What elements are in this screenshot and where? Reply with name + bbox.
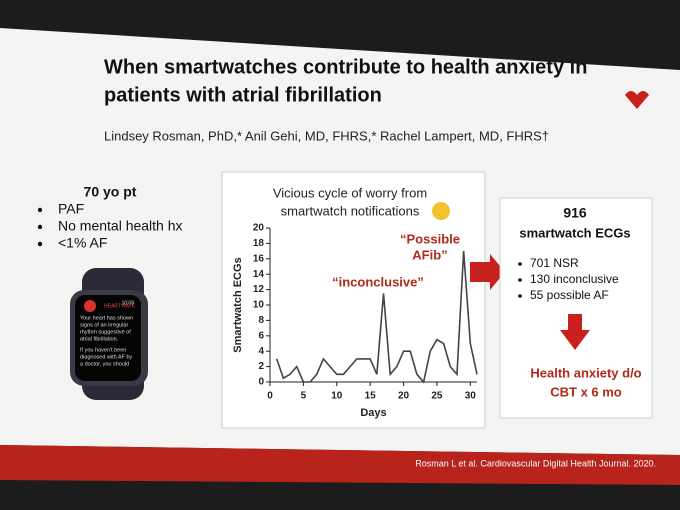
y-tick-label: 14 bbox=[253, 269, 265, 280]
title: patients with atrial fibrillation bbox=[104, 84, 382, 106]
x-tick-label: 15 bbox=[365, 391, 377, 402]
footer-band bbox=[0, 445, 680, 485]
y-tick-label: 8 bbox=[258, 315, 264, 326]
summary-bullet: 130 inconclusive bbox=[530, 272, 619, 286]
watch-text: atrial fibrillation. bbox=[80, 336, 119, 342]
x-tick-label: 10 bbox=[331, 391, 343, 402]
bullet bbox=[37, 241, 43, 247]
y-tick-label: 16 bbox=[253, 253, 265, 264]
data-line bbox=[275, 251, 478, 384]
y-tick-label: 2 bbox=[258, 361, 264, 372]
citation: Rosman L et al. Cardiovascular Digital H… bbox=[415, 458, 656, 468]
patient-bullet: PAF bbox=[58, 201, 84, 217]
annotation: “Possible bbox=[400, 231, 460, 246]
watch-text: If you haven't been bbox=[80, 347, 126, 353]
x-tick-label: 20 bbox=[398, 391, 410, 402]
authors: Lindsey Rosman, PhD,* Anil Gehi, MD, FHR… bbox=[104, 128, 549, 143]
bullet bbox=[37, 224, 43, 230]
watch-app: HEART RATE bbox=[104, 303, 136, 309]
annotation: AFib” bbox=[412, 247, 447, 262]
logo bbox=[625, 91, 649, 109]
summary-bullet: 55 possible AF bbox=[530, 288, 609, 302]
summary-count: 916 bbox=[563, 205, 587, 221]
x-tick-label: 0 bbox=[267, 391, 273, 402]
patient-heading: 70 yo pt bbox=[84, 184, 137, 200]
bullet bbox=[518, 262, 522, 266]
x-tick-label: 5 bbox=[301, 391, 307, 402]
watch-time: 10:09 bbox=[121, 300, 134, 306]
annotation: “inconclusive” bbox=[332, 274, 424, 289]
x-axis-label: Days bbox=[360, 407, 386, 419]
y-tick-label: 18 bbox=[253, 238, 265, 249]
watch-text: signs of an irregular bbox=[80, 322, 128, 328]
watch-screen bbox=[75, 295, 141, 381]
patient-bullet: <1% AF bbox=[58, 235, 107, 251]
y-axis-label: Smartwatch ECGs bbox=[232, 257, 244, 352]
heart-icon bbox=[84, 300, 96, 312]
watch-text: Your heart has shown bbox=[80, 315, 133, 321]
outcome: CBT x 6 mo bbox=[550, 384, 622, 399]
summary-bullet: 701 NSR bbox=[530, 256, 579, 270]
y-tick-label: 6 bbox=[258, 330, 264, 341]
y-tick-label: 10 bbox=[253, 300, 265, 311]
y-tick-label: 20 bbox=[253, 223, 265, 234]
title: When smartwatches contribute to health a… bbox=[104, 56, 587, 78]
bullet bbox=[37, 207, 43, 213]
watch-text: rhythm suggestive of bbox=[80, 329, 131, 335]
y-tick-label: 12 bbox=[253, 284, 265, 295]
chart-title: Vicious cycle of worry from bbox=[273, 185, 427, 200]
summary-label: smartwatch ECGs bbox=[519, 225, 630, 240]
y-tick-label: 4 bbox=[258, 346, 264, 357]
x-tick-label: 25 bbox=[431, 391, 443, 402]
x-tick-label: 30 bbox=[465, 391, 477, 402]
arrow-down bbox=[560, 314, 590, 350]
watch-text: a doctor, you should bbox=[80, 361, 129, 367]
chart-title: smartwatch notifications bbox=[281, 203, 420, 218]
outcome: Health anxiety d/o bbox=[530, 365, 641, 380]
watch-text: diagnosed with AF by bbox=[80, 354, 133, 360]
arrow bbox=[470, 254, 505, 290]
emoji bbox=[432, 202, 450, 220]
patient-bullet: No mental health hx bbox=[58, 218, 183, 234]
bullet bbox=[518, 294, 522, 298]
summary-panel bbox=[499, 197, 653, 419]
bullet bbox=[518, 278, 522, 282]
y-tick-label: 0 bbox=[258, 377, 264, 388]
